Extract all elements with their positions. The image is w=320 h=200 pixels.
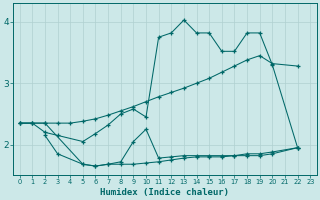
X-axis label: Humidex (Indice chaleur): Humidex (Indice chaleur) [100,188,229,197]
